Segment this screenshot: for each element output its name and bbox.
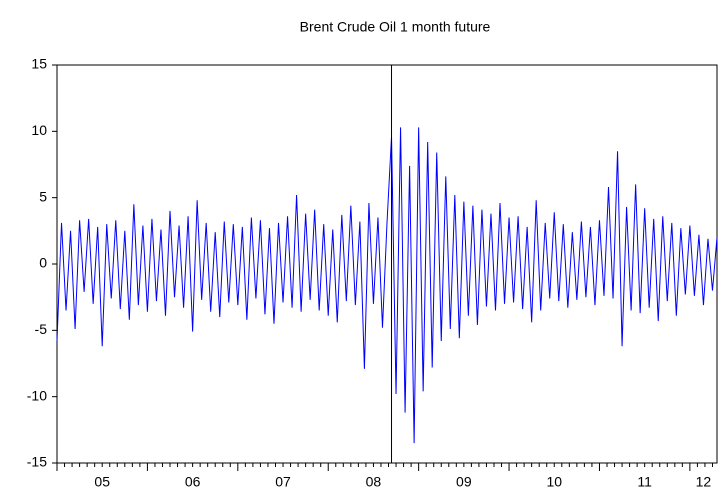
x-tick-label: 09 (456, 474, 472, 490)
y-tick-label: -15 (27, 454, 47, 470)
y-tick-label: -5 (35, 321, 48, 337)
x-tick-label: 10 (546, 474, 562, 490)
x-tick-label: 12 (696, 474, 712, 490)
y-tick-label: 0 (39, 255, 47, 271)
chart-title: Brent Crude Oil 1 month future (300, 19, 491, 35)
y-tick-label: 15 (31, 56, 47, 72)
plot-frame (56, 64, 718, 464)
x-tick-label: 05 (94, 474, 110, 490)
series-line (56, 127, 718, 444)
x-tick-label: 08 (366, 474, 382, 490)
x-tick-label: 07 (275, 474, 291, 490)
y-tick-label: 10 (31, 122, 47, 138)
y-tick-label: 5 (39, 188, 47, 204)
y-tick-label: -10 (27, 387, 47, 403)
x-tick-label: 11 (637, 474, 652, 490)
x-tick-label: 06 (185, 474, 201, 490)
